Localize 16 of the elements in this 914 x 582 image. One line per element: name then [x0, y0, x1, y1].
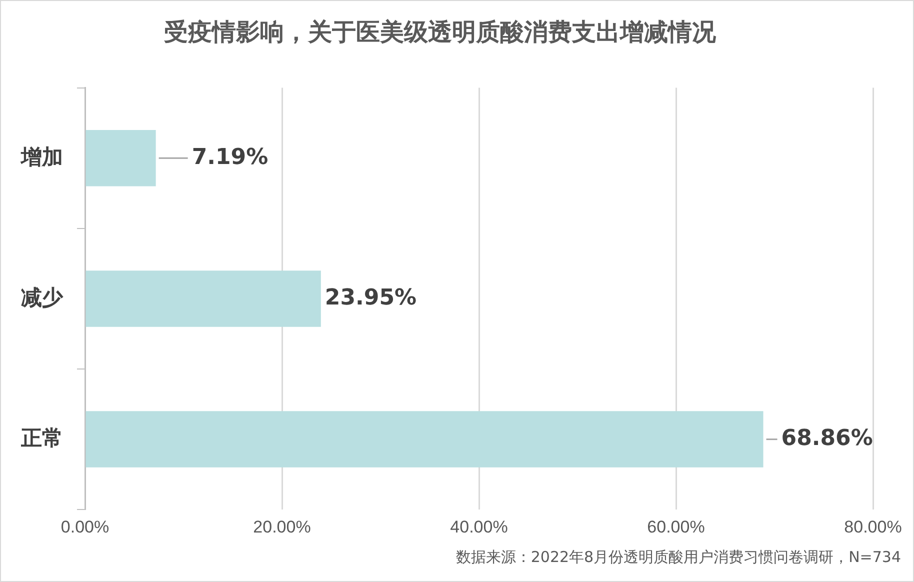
data-label: 68.86% [781, 426, 873, 452]
x-tick-label: 0.00% [60, 517, 110, 536]
chart-title: 受疫情影响，关于医美级透明质酸消费支出增减情况 [164, 18, 717, 46]
y-tick-label: 正常 [20, 427, 63, 450]
data-label: 23.95% [324, 285, 417, 310]
x-tick-label: 20.00% [253, 517, 311, 536]
bar [86, 270, 321, 327]
x-tick-label: 40.00% [450, 517, 508, 536]
y-tick-label: 增加 [20, 146, 63, 169]
data-label: 7.19% [192, 144, 268, 170]
x-tick-label: 60.00% [647, 517, 705, 536]
bar [86, 130, 156, 186]
bar [86, 411, 764, 468]
source-note: 数据来源：2022年8月份透明质酸用户消费习惯问卷调研，N=734 [456, 548, 901, 567]
y-tick-label: 减少 [21, 286, 64, 310]
x-tick-label: 80.00% [844, 517, 902, 536]
